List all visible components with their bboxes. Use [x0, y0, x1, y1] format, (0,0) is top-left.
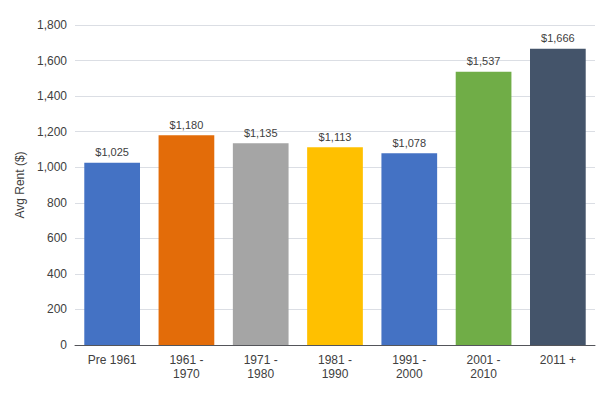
svg-text:1,200: 1,200 — [37, 125, 67, 139]
svg-text:0: 0 — [60, 338, 67, 352]
svg-text:$1,666: $1,666 — [541, 32, 575, 44]
svg-text:1,600: 1,600 — [37, 54, 67, 68]
svg-text:1961 -: 1961 - — [169, 353, 203, 367]
svg-text:400: 400 — [47, 267, 67, 281]
svg-text:$1,113: $1,113 — [319, 131, 352, 143]
svg-text:2000: 2000 — [396, 367, 423, 381]
svg-text:$1,135: $1,135 — [244, 127, 278, 139]
svg-text:2010: 2010 — [470, 367, 497, 381]
svg-text:$1,078: $1,078 — [392, 137, 426, 149]
svg-text:$1,537: $1,537 — [467, 55, 501, 67]
svg-text:1,800: 1,800 — [37, 18, 67, 32]
svg-text:200: 200 — [47, 302, 67, 316]
svg-text:1991 -: 1991 - — [392, 353, 426, 367]
svg-text:$1,025: $1,025 — [95, 146, 129, 158]
svg-text:1990: 1990 — [322, 367, 349, 381]
svg-text:600: 600 — [47, 231, 67, 245]
svg-text:Pre 1961: Pre 1961 — [88, 353, 137, 367]
svg-text:1,400: 1,400 — [37, 89, 67, 103]
svg-text:1981 -: 1981 - — [318, 353, 352, 367]
svg-text:Avg Rent ($): Avg Rent ($) — [13, 151, 27, 218]
svg-text:1980: 1980 — [247, 367, 274, 381]
svg-text:800: 800 — [47, 196, 67, 210]
svg-text:1970: 1970 — [173, 367, 200, 381]
svg-text:1971 -: 1971 - — [244, 353, 278, 367]
svg-text:2001 -: 2001 - — [467, 353, 501, 367]
svg-text:$1,180: $1,180 — [170, 119, 204, 131]
svg-text:1,000: 1,000 — [37, 160, 67, 174]
svg-text:2011 +: 2011 + — [540, 353, 576, 367]
